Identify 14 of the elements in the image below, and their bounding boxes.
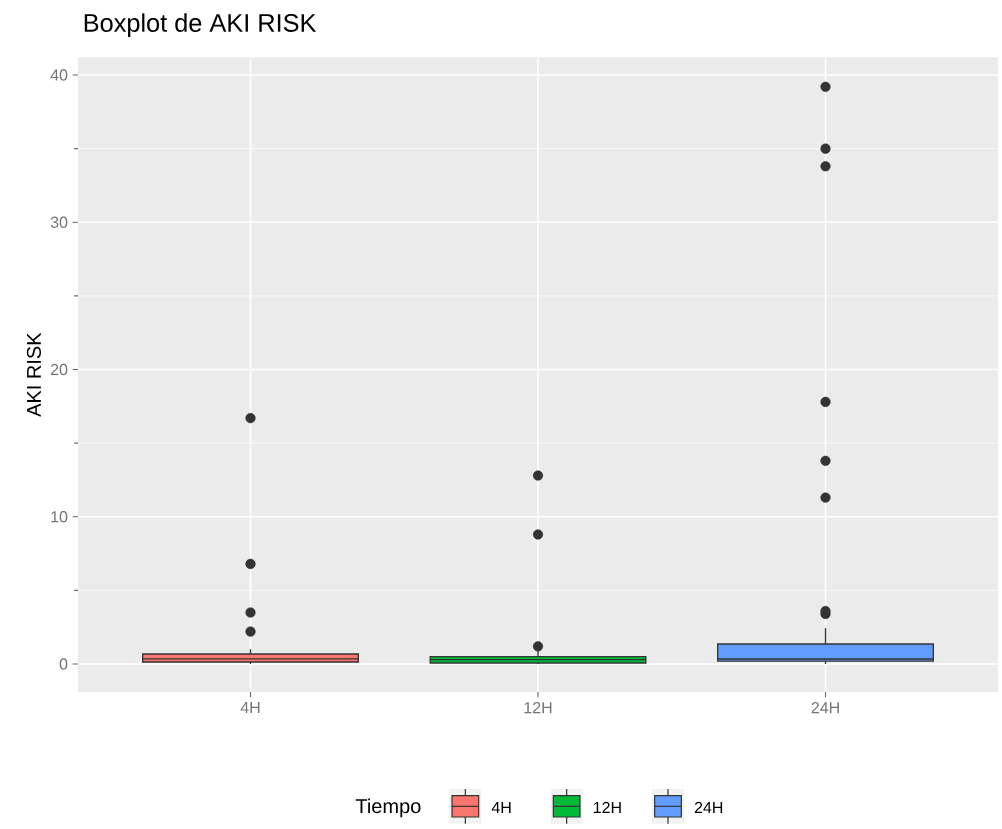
chart-title: Boxplot de AKI RISK	[84, 13, 317, 37]
legend-label: 12H	[593, 801, 621, 813]
y-tick-label: 40	[50, 69, 68, 81]
x-tick-label: 12H	[524, 702, 552, 714]
x-tick-label: 4H	[240, 702, 260, 714]
y-axis-title: AKI RISK	[26, 332, 41, 417]
legend-label: 4H	[491, 802, 511, 813]
y-tick-label: 10	[51, 511, 68, 523]
legend-title: Tiempo	[355, 798, 421, 818]
x-tick-label: 24H	[811, 702, 839, 714]
y-tick-label: 0	[59, 658, 68, 670]
y-tick-label: 20	[50, 363, 68, 376]
y-tick-label: 30	[50, 216, 68, 228]
legend-label: 24H	[694, 801, 723, 813]
